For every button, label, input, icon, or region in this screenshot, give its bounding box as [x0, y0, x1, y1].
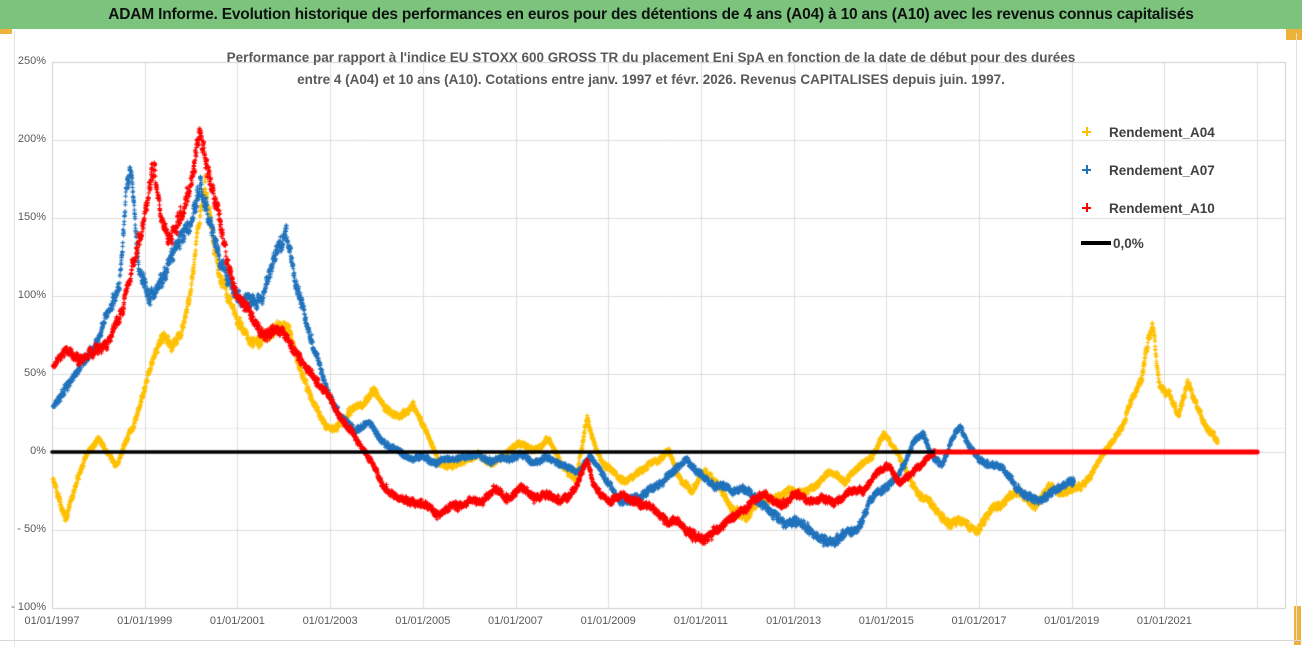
y-axis-label: 100% [17, 289, 46, 301]
y-axis-label: - 100% [11, 601, 46, 613]
x-axis-label: 01/01/2011 [673, 615, 729, 627]
y-axis-label: - 50% [17, 523, 46, 535]
legend-label: Rendement_A04 [1109, 124, 1215, 140]
legend-item-rendement-a04[interactable]: Rendement_A04 [1082, 121, 1282, 143]
legend-label: 0,0% [1113, 235, 1144, 251]
x-axis-label: 01/01/1997 [24, 615, 80, 627]
legend-item-zero-line[interactable]: 0,0% [1081, 232, 1281, 254]
x-axis-label: 01/01/2009 [580, 615, 636, 627]
y-axis-label: 0% [30, 445, 46, 457]
x-axis-label: 01/01/2021 [1136, 615, 1192, 627]
legend-item-rendement-a07[interactable]: Rendement_A07 [1082, 159, 1282, 181]
legend-label: Rendement_A07 [1109, 162, 1215, 178]
x-axis-label: 01/01/2007 [487, 615, 544, 627]
y-axis-label: 250% [17, 55, 46, 67]
x-axis-label: 01/01/2017 [951, 615, 1007, 627]
x-axis-label: 01/01/2015 [858, 615, 914, 627]
legend-label: Rendement_A10 [1109, 200, 1215, 216]
chart-title-line1: Performance par rapport à l'indice EU ST… [226, 50, 1076, 65]
y-axis-label: 50% [23, 367, 46, 379]
plus-marker-icon [1082, 126, 1093, 138]
legend-item-rendement-a10[interactable]: Rendement_A10 [1082, 197, 1282, 219]
x-axis-label: 01/01/2019 [1044, 615, 1100, 627]
x-axis-label: 01/01/2003 [302, 615, 358, 627]
x-axis-label: 01/01/1999 [117, 615, 173, 627]
black-line-swatch [1081, 241, 1111, 245]
chart-title-line2: entre 4 (A04) et 10 ans (A10). Cotations… [297, 72, 1005, 87]
x-axis-label: 01/01/2013 [766, 615, 822, 627]
plus-marker-icon [1082, 202, 1093, 214]
y-axis-label: 200% [17, 133, 46, 145]
y-axis-label: 150% [17, 211, 46, 223]
x-axis-label: 01/01/2001 [209, 615, 265, 627]
plus-marker-icon [1082, 164, 1093, 176]
x-axis-label: 01/01/2005 [395, 615, 451, 627]
